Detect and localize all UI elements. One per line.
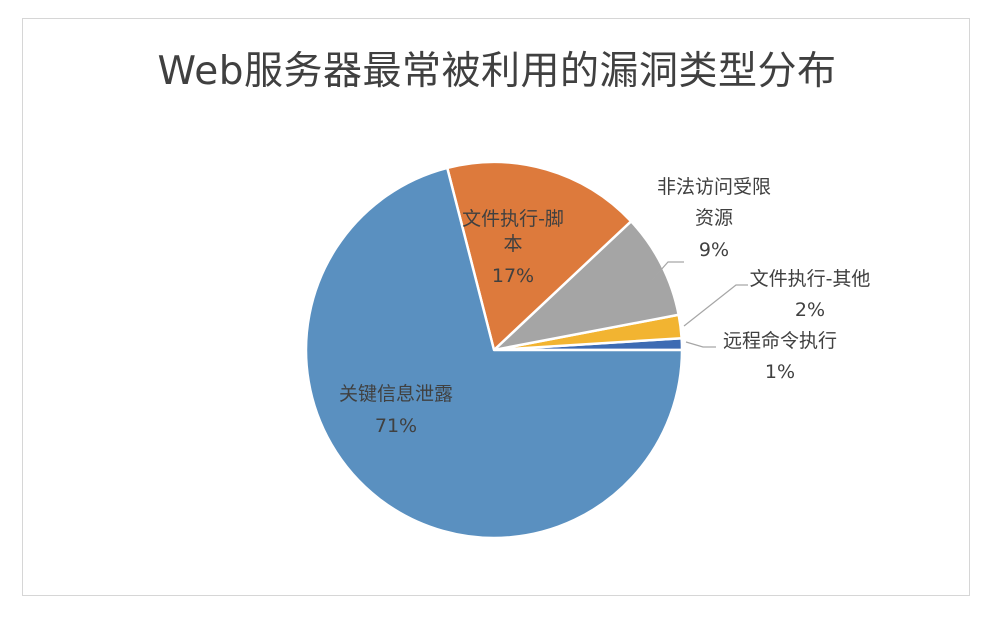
data-label-category-3: 远程命令执行 xyxy=(723,330,837,352)
data-label-percent-2: 2% xyxy=(795,299,825,321)
data-label-category-1: 非法访问受限 xyxy=(657,176,771,198)
data-label-percent-3: 1% xyxy=(765,361,795,383)
data-label-category-2: 文件执行-其他 xyxy=(750,268,871,290)
pie-slices xyxy=(304,160,684,540)
leader-line-2 xyxy=(683,284,748,327)
data-label-percent-1: 9% xyxy=(699,239,729,261)
data-label-percent-4: 71% xyxy=(375,415,417,437)
pie-slice-0 xyxy=(446,160,633,352)
leader-lines xyxy=(651,261,748,348)
chart-title: Web服务器最常被利用的漏洞类型分布 xyxy=(157,49,837,94)
data-label-category-0: 本 xyxy=(503,233,522,255)
leader-line-1 xyxy=(651,261,684,281)
leader-line-3 xyxy=(685,341,716,348)
data-label-category-1: 资源 xyxy=(695,207,733,229)
pie-slice-4 xyxy=(304,166,684,540)
pie-slice-1 xyxy=(492,220,680,352)
data-label-percent-0: 17% xyxy=(492,265,534,287)
data-label-category-4: 关键信息泄露 xyxy=(339,383,453,405)
data-label-category-0: 文件执行-脚 xyxy=(462,208,564,230)
